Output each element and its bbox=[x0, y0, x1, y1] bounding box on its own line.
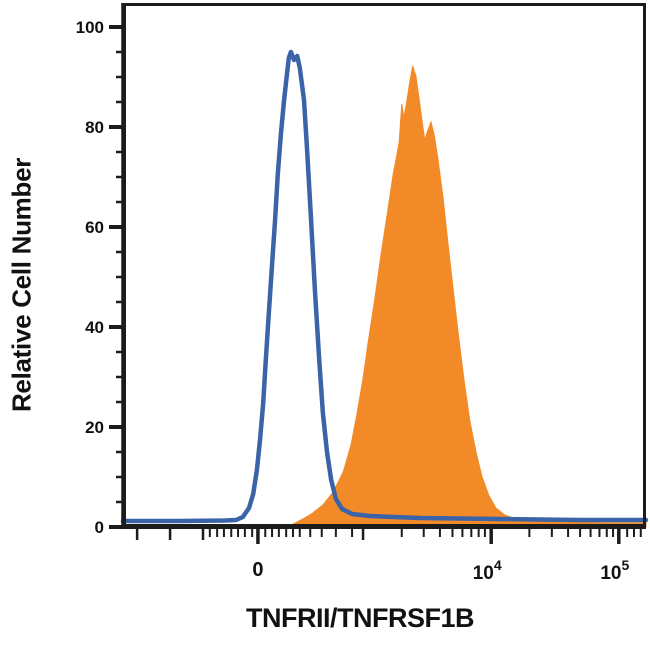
y-tick-label: 80 bbox=[85, 118, 104, 137]
y-tick-label: 40 bbox=[85, 318, 104, 337]
x-axis-label: TNFRII/TNFRSF1B bbox=[246, 603, 475, 633]
x-tick-label: 105 bbox=[600, 557, 629, 584]
x-tick-label: 104 bbox=[473, 557, 502, 584]
y-tick-label: 0 bbox=[95, 518, 104, 537]
y-tick-label: 60 bbox=[85, 218, 104, 237]
x-tick-label: 0 bbox=[252, 559, 263, 581]
blue-open-histogram bbox=[120, 49, 649, 524]
orange-filled-histogram bbox=[292, 65, 647, 528]
y-tick-label: 20 bbox=[85, 418, 104, 437]
y-axis-label: Relative Cell Number bbox=[6, 157, 37, 413]
y-tick-label: 100 bbox=[76, 18, 104, 37]
